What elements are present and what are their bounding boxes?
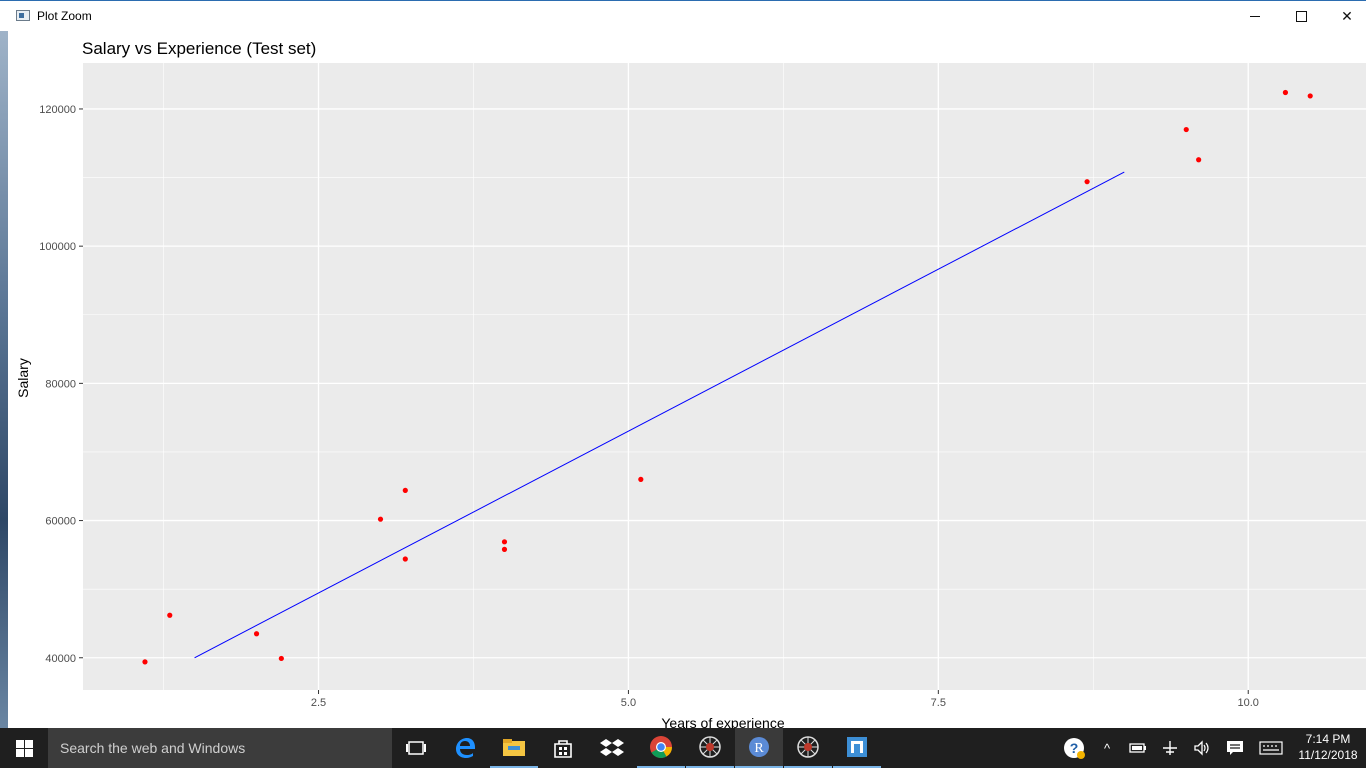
- minimize-icon: [1250, 15, 1260, 17]
- regression-line: [194, 171, 1125, 659]
- show-hidden-icons-button[interactable]: ^: [1096, 728, 1118, 768]
- store-button[interactable]: [539, 728, 587, 768]
- title-bar[interactable]: Plot Zoom ✕: [0, 1, 1366, 31]
- r-icon: R: [749, 737, 769, 757]
- y-tick-label: 120000: [39, 104, 76, 116]
- action-center-button[interactable]: [1222, 728, 1248, 768]
- spider-app-icon: [797, 736, 819, 758]
- taskbar-search-box[interactable]: Search the web and Windows: [48, 728, 392, 768]
- svg-text:R: R: [754, 741, 764, 756]
- data-point: [402, 556, 408, 562]
- minor-grid: [83, 63, 1366, 690]
- clock-date: 11/12/2018: [1298, 748, 1358, 762]
- help-icon: ?: [1064, 738, 1085, 759]
- store-icon: [554, 740, 572, 758]
- y-tick-label: 100000: [39, 241, 76, 253]
- chrome-button[interactable]: [637, 728, 685, 768]
- y-axis: 40000 60000 80000 100000 120000: [39, 104, 83, 665]
- chart-title: Salary vs Experience (Test set): [82, 39, 316, 58]
- window-app-icon: [16, 10, 30, 21]
- spider-app-button[interactable]: [686, 728, 734, 768]
- data-point: [1282, 89, 1289, 96]
- data-point: [1183, 126, 1189, 133]
- x-tick-label: 7.5: [931, 697, 946, 709]
- r-button[interactable]: R: [735, 728, 783, 768]
- data-point: [501, 546, 508, 552]
- chrome-icon: [650, 736, 672, 758]
- start-button[interactable]: [0, 728, 48, 768]
- x-tick-label: 10.0: [1238, 697, 1259, 709]
- data-point: [1196, 157, 1202, 163]
- notification-icon: [1227, 741, 1243, 755]
- y-axis-label: Salary: [15, 358, 31, 398]
- keyboard-icon: [1259, 741, 1283, 755]
- y-tick-label: 80000: [45, 378, 76, 390]
- minimize-button[interactable]: [1232, 1, 1278, 31]
- battery-icon: [1129, 743, 1146, 753]
- close-button[interactable]: ✕: [1324, 1, 1366, 31]
- task-view-button[interactable]: [392, 728, 440, 768]
- taskbar-clock[interactable]: 7:14 PM 11/12/2018: [1290, 731, 1366, 763]
- y-tick-label: 40000: [45, 653, 76, 665]
- plot-zoom-window: Plot Zoom ✕ Salary vs Experience (Test s…: [0, 0, 1366, 729]
- maximize-icon: [1295, 10, 1307, 22]
- help-tray-button[interactable]: ?: [1060, 728, 1088, 768]
- battery-tray-button[interactable]: [1126, 728, 1150, 768]
- edge-icon: [456, 738, 475, 758]
- windows-logo-icon: [15, 739, 33, 757]
- data-point: [377, 516, 384, 522]
- clock-time: 7:14 PM: [1305, 732, 1351, 746]
- data-point: [402, 487, 408, 493]
- window-title: Plot Zoom: [37, 9, 92, 23]
- app-button[interactable]: [833, 728, 881, 768]
- speaker-icon: [1194, 740, 1209, 756]
- dropbox-icon: [600, 739, 624, 756]
- airplane-mode-icon: [1163, 741, 1177, 755]
- keyboard-tray-button[interactable]: [1256, 728, 1286, 768]
- data-point: [253, 631, 260, 637]
- desktop-edge: [0, 31, 8, 729]
- data-point: [1307, 93, 1313, 99]
- x-axis-label: Years of experience: [661, 715, 784, 729]
- close-icon: ✕: [1341, 7, 1353, 24]
- salary-chart: Salary vs Experience (Test set) 2.5 5.0 7.…: [15, 39, 1366, 729]
- dropbox-button[interactable]: [588, 728, 636, 768]
- maximize-button[interactable]: [1278, 1, 1324, 31]
- plot-panel: [83, 63, 1366, 690]
- file-explorer-button[interactable]: [490, 728, 538, 768]
- data-point: [1084, 179, 1090, 185]
- task-view-icon: [406, 741, 426, 755]
- data-point: [167, 612, 173, 618]
- x-axis: 2.5 5.0 7.5 10.0: [311, 690, 1259, 709]
- data-point: [638, 476, 644, 482]
- regression-line-layer: [194, 171, 1125, 659]
- search-placeholder: Search the web and Windows: [60, 740, 246, 756]
- taskbar: Search the web and Windows R ? ^: [0, 728, 1366, 768]
- x-tick-label: 2.5: [311, 697, 326, 709]
- major-grid: [83, 63, 1366, 690]
- app-icon: [847, 737, 867, 757]
- spider-app-button-2[interactable]: [784, 728, 832, 768]
- data-point: [142, 659, 148, 665]
- chevron-up-icon: ^: [1103, 740, 1111, 756]
- network-tray-button[interactable]: [1158, 728, 1182, 768]
- file-explorer-icon: [503, 739, 525, 756]
- x-tick-label: 5.0: [621, 697, 636, 709]
- edge-button[interactable]: [441, 728, 489, 768]
- data-point: [501, 539, 508, 545]
- data-point: [278, 655, 284, 662]
- spider-app-icon: [699, 736, 721, 758]
- svg-text:?: ?: [1070, 740, 1079, 756]
- points-layer: [142, 89, 1313, 665]
- y-tick-label: 60000: [45, 516, 76, 528]
- volume-tray-button[interactable]: [1190, 728, 1214, 768]
